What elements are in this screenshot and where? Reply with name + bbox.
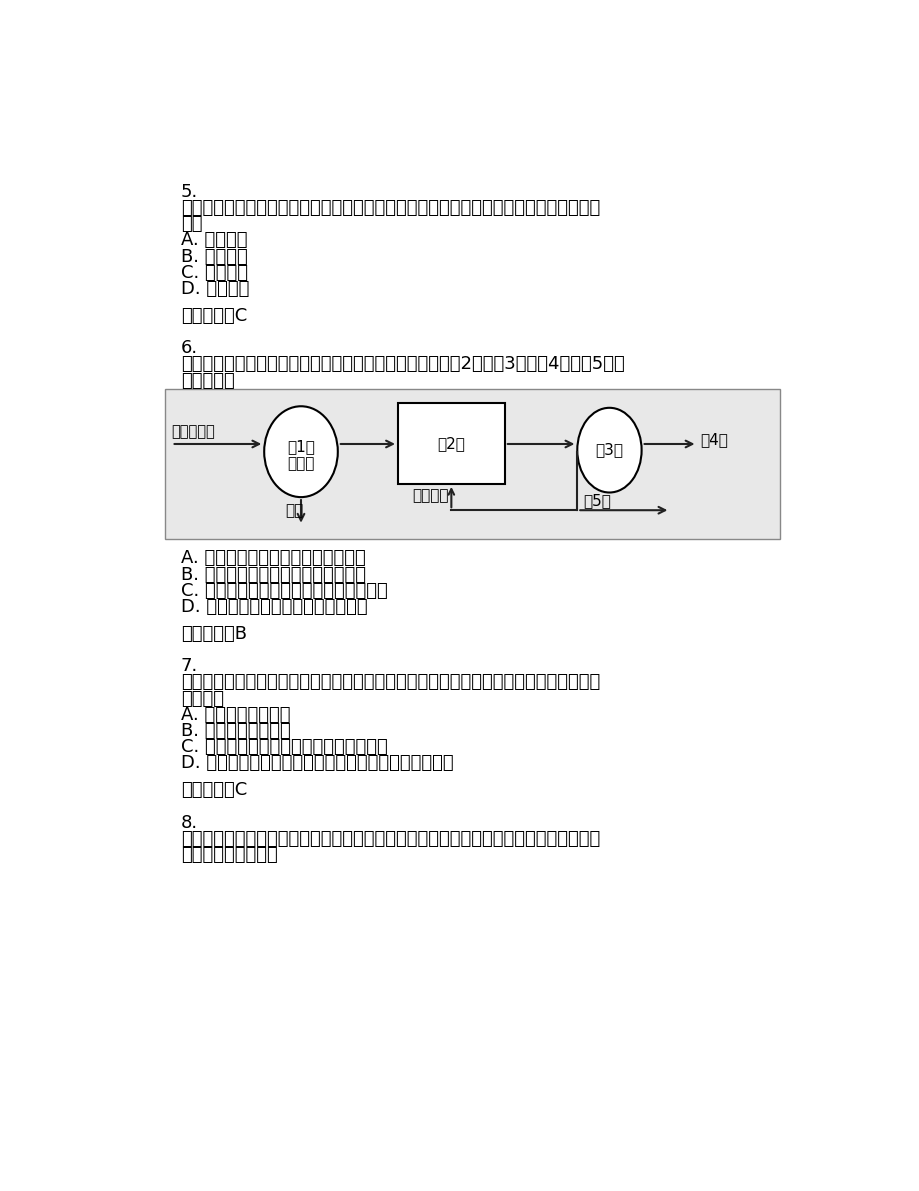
Text: 正确答案：B: 正确答案：B — [181, 625, 246, 643]
Text: 核（）。: 核（）。 — [181, 690, 223, 707]
Text: 污泥: 污泥 — [285, 504, 303, 518]
Ellipse shape — [264, 406, 337, 497]
Text: D. 四级水平: D. 四级水平 — [181, 280, 249, 298]
Text: （2）: （2） — [437, 436, 465, 451]
Text: 的选择条件是（）。: 的选择条件是（）。 — [181, 846, 278, 863]
Bar — [165, 388, 779, 538]
Text: B. 最高允许排放速率: B. 最高允许排放速率 — [181, 722, 290, 740]
Text: 初沉池: 初沉池 — [287, 456, 314, 472]
Text: （5）: （5） — [583, 493, 611, 509]
Text: 正确答案：C: 正确答案：C — [181, 307, 247, 325]
Ellipse shape — [576, 407, 641, 493]
Text: 单选题：传统活性污泥法处理工艺流程示意图如下，其中（2）、（3）、（4）、（5）分: 单选题：传统活性污泥法处理工艺流程示意图如下，其中（2）、（3）、（4）、（5）… — [181, 355, 624, 374]
Text: A. 最高允许排放浓度: A. 最高允许排放浓度 — [181, 706, 290, 724]
Text: 8.: 8. — [181, 813, 198, 831]
Text: 7.: 7. — [181, 657, 198, 675]
Text: A. 一级水平: A. 一级水平 — [181, 231, 247, 249]
Text: 6.: 6. — [181, 339, 198, 357]
Text: 正确答案：C: 正确答案：C — [181, 781, 247, 799]
Text: 回流污泥: 回流污泥 — [412, 488, 448, 504]
Text: D. 曝气池、二沉池、剩余污泥、出水: D. 曝气池、二沉池、剩余污泥、出水 — [181, 598, 367, 616]
Text: 未处理废水: 未处理废水 — [171, 424, 215, 439]
Text: （4）: （4） — [699, 431, 728, 447]
Text: （1）: （1） — [287, 439, 314, 455]
Text: 进。: 进。 — [181, 216, 202, 233]
Text: D. 监控点与参照点浓度差值和周界外最高浓度点浓度值: D. 监控点与参照点浓度差值和周界外最高浓度点浓度值 — [181, 754, 453, 772]
Text: （3）: （3） — [595, 442, 623, 457]
Text: 别是（）。: 别是（）。 — [181, 372, 234, 389]
Text: A. 二沉池、曝气池、出水、剩余污泥: A. 二沉池、曝气池、出水、剩余污泥 — [181, 549, 365, 567]
Text: B. 曝气池、二沉池、出水、剩余污泥: B. 曝气池、二沉池、出水、剩余污泥 — [181, 566, 366, 584]
Bar — [397, 404, 505, 484]
Text: C. 三级水平: C. 三级水平 — [181, 264, 247, 282]
Text: C. 最高允许排放浓度和最高允许排放速率: C. 最高允许排放浓度和最高允许排放速率 — [181, 738, 387, 756]
Text: B. 二级水平: B. 二级水平 — [181, 248, 247, 266]
Text: 多选题：据《环境影响评价技术导则生态影响》，生态影响评价中，类比分析法类比对象: 多选题：据《环境影响评价技术导则生态影响》，生态影响评价中，类比分析法类比对象 — [181, 830, 599, 848]
Text: 5.: 5. — [181, 183, 198, 201]
Text: 单选题：当一个新建项目全部指标的清洁生产水平达到（）时，尚须做出较大的调整和改: 单选题：当一个新建项目全部指标的清洁生产水平达到（）时，尚须做出较大的调整和改 — [181, 199, 599, 217]
Text: C. 曝气池、污泥浓缩池、出水、干化污泥: C. 曝气池、污泥浓缩池、出水、干化污泥 — [181, 582, 387, 600]
Text: 单选题：建设项目竣工环境保护验收时，对大气有组织排放的点源，应对照行业要求，考: 单选题：建设项目竣工环境保护验收时，对大气有组织排放的点源，应对照行业要求，考 — [181, 673, 599, 692]
